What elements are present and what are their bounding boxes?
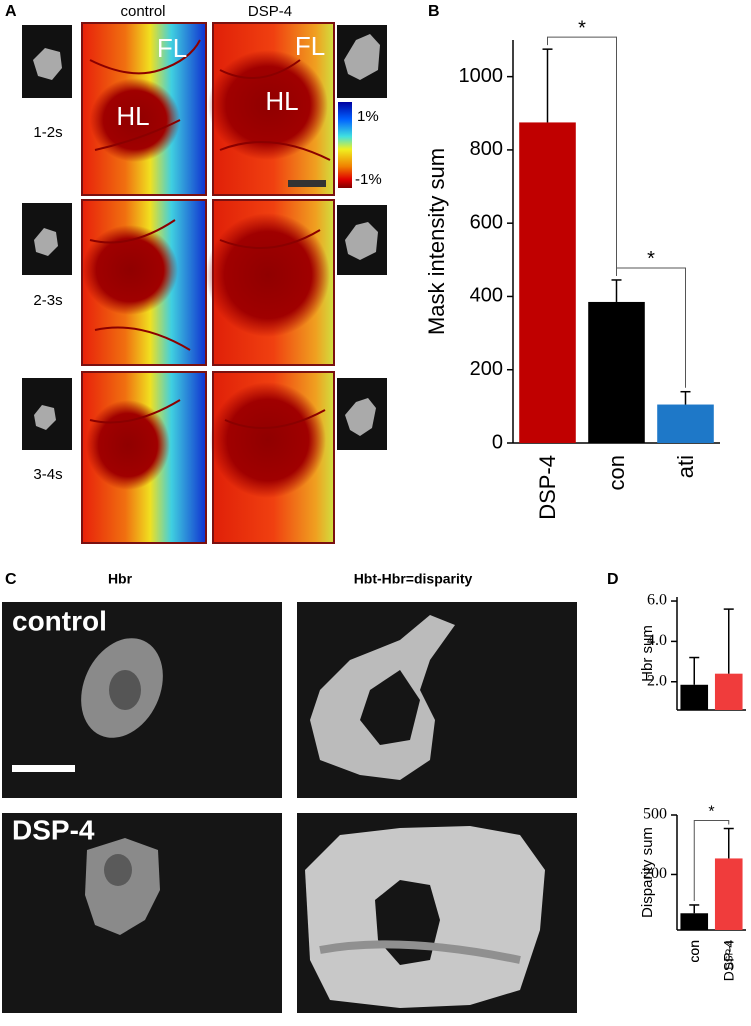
heatmap [81,199,207,366]
y-tick-label: 200 [470,358,503,380]
colorbar-label: 1% [357,108,379,125]
significance-bracket [616,267,686,388]
x-tick-label: DSP-4 [721,940,737,981]
column-title: Hbt-Hbr=disparity [354,571,473,587]
image-label: HL [265,86,298,116]
bar [588,301,645,443]
panel-label: A [5,3,17,20]
y-tick-label: 800 [470,138,503,160]
panel-label: B [428,3,440,20]
row-label: control [12,605,107,636]
y-axis-label: Mask intensity sum [424,148,449,335]
x-tick-label: DSP-4 [535,455,560,520]
column-title: DSP-4 [248,3,292,20]
heatmap [206,199,335,366]
scale-bar [288,180,326,187]
row-label: 2-3s [33,292,62,309]
column-title: Hbr [108,571,133,587]
x-tick-label: con [686,940,702,963]
x-tick-label: con [686,940,702,963]
y-tick-label: 0 [492,431,503,453]
colorbar-label: -1% [355,171,382,188]
x-tick-label: ati [673,455,698,478]
y-tick-label: 6.0 [647,592,667,609]
panel-label: D [607,571,619,588]
y-tick-label: 500 [643,806,667,823]
row-label: DSP-4 [12,814,95,845]
panel-label: C [5,571,17,588]
image-label: HL [116,101,149,131]
x-tick-label: DSP-4 [724,940,735,970]
y-axis-label: Disparity sum [639,827,656,918]
bar [680,684,709,710]
row-label: 3-4s [33,466,62,483]
heatmap-grid [81,22,335,544]
significance-star: * [578,17,586,39]
y-tick-label: 600 [470,211,503,233]
image-label: FL [157,33,187,63]
y-tick-label: 200 [643,865,667,882]
mask-thumbnails [22,25,387,450]
colorbar [338,102,352,188]
hemo-images [2,602,577,1013]
heatmap [81,371,207,544]
row-label: 1-2s [33,124,62,141]
bar [714,858,743,930]
image-label: FL [295,31,325,61]
significance-star: * [647,248,655,270]
heatmap [208,22,335,196]
y-tick-label: 400 [470,285,503,307]
y-axis-label: Hbr sum [639,625,656,682]
heatmap [210,371,335,544]
heatmap [81,22,207,196]
bar [519,122,576,443]
bar [680,913,709,930]
y-tick-label: 1000 [459,65,504,87]
vessels [89,39,331,429]
column-title: control [120,3,165,20]
bar [657,404,714,443]
significance-star: * [708,804,714,821]
significance-bracket [547,36,617,276]
bar [714,673,743,710]
x-tick-label: con [604,455,629,490]
y-tick-label: 4.0 [647,632,667,649]
y-tick-label: 2.0 [647,672,667,689]
significance-bracket [693,820,730,901]
